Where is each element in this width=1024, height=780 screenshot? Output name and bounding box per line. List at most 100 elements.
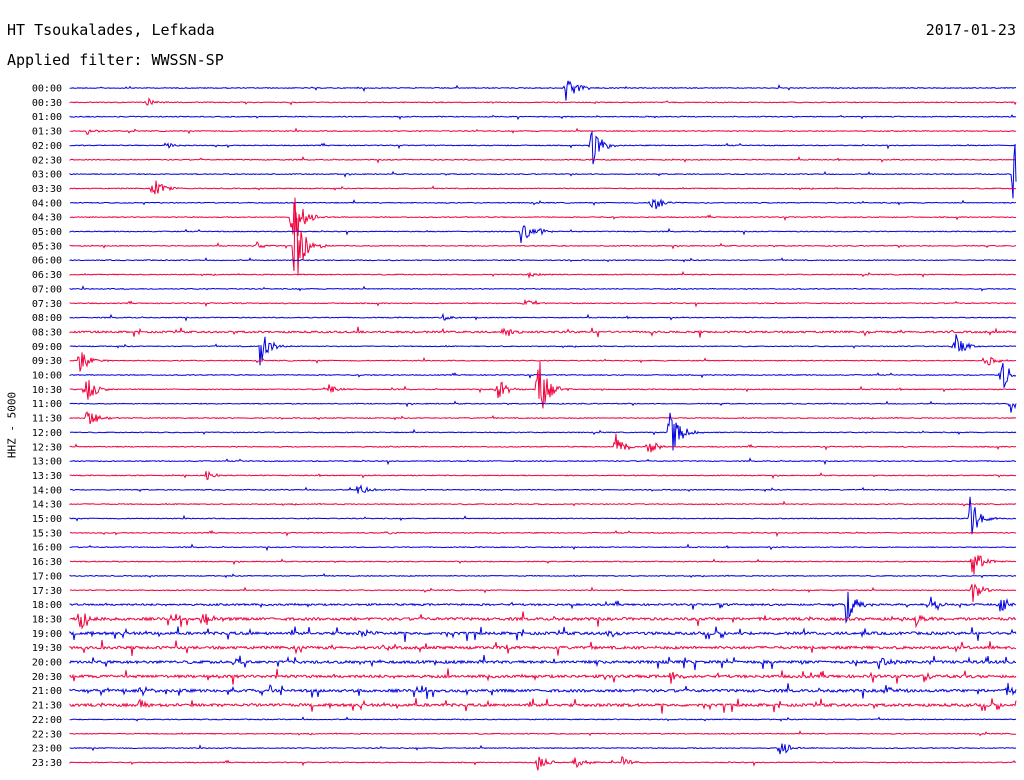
- trace-line: [69, 197, 1016, 275]
- trace-line: [69, 97, 1017, 106]
- time-tick-label: 18:00: [32, 600, 62, 611]
- time-tick-label: 04:30: [32, 213, 62, 224]
- trace-line: [69, 130, 1017, 165]
- trace-line: [69, 412, 1017, 451]
- trace-line: [69, 144, 1017, 199]
- trace-line: [69, 433, 1017, 453]
- time-tick-label: 12:30: [32, 442, 62, 453]
- time-tick-label: 17:00: [32, 571, 62, 582]
- trace-line: [69, 683, 1017, 699]
- time-tick-label: 05:30: [32, 241, 62, 252]
- time-tick-label: 06:30: [32, 270, 62, 281]
- trace-line: [69, 654, 1016, 671]
- time-tick-label: 16:00: [32, 543, 62, 554]
- time-tick-label: 22:30: [32, 729, 62, 740]
- trace-line: [69, 500, 1017, 507]
- trace-line: [69, 743, 1017, 755]
- time-tick-label: 06:00: [32, 256, 62, 267]
- trace-line: [69, 362, 1017, 388]
- trace-line: [69, 80, 1017, 101]
- time-tick-label: 19:30: [32, 643, 62, 654]
- time-tick-label: 10:30: [32, 385, 62, 396]
- trace-line: [69, 639, 1017, 656]
- trace-line: [69, 543, 1017, 552]
- trace-line: [69, 361, 1016, 409]
- time-tick-label: 23:30: [32, 758, 62, 769]
- time-tick-label: 11:30: [32, 414, 62, 425]
- trace-line: [69, 611, 1017, 630]
- station-title: HT Tsoukalades, Lefkada: [7, 21, 215, 39]
- time-tick-label: 17:30: [32, 586, 62, 597]
- trace-line: [69, 202, 1017, 237]
- time-tick-label: 09:00: [32, 342, 62, 353]
- time-tick-label: 05:00: [32, 227, 62, 238]
- time-tick-label: 00:30: [32, 98, 62, 109]
- trace-line: [69, 572, 1017, 579]
- trace-line: [69, 198, 1017, 210]
- trace-line: [69, 285, 1016, 292]
- trace-line: [69, 730, 1016, 737]
- trace-line: [69, 411, 1017, 425]
- time-tick-label: 22:00: [32, 715, 62, 726]
- trace-line: [69, 470, 1017, 480]
- trace-line: [69, 257, 1017, 263]
- time-tick-label: 03:30: [32, 184, 62, 195]
- trace-line: [69, 457, 1017, 466]
- trace-line: [69, 400, 1017, 413]
- time-tick-label: 20:30: [32, 672, 62, 683]
- time-tick-label: 08:30: [32, 327, 62, 338]
- time-tick-label: 21:00: [32, 686, 62, 697]
- trace-line: [69, 529, 1017, 538]
- trace-line: [69, 352, 1017, 372]
- time-tick-label: 23:00: [32, 744, 62, 755]
- time-tick-label: 00:00: [32, 84, 62, 95]
- time-tick-label: 11:00: [32, 399, 62, 410]
- trace-line: [69, 626, 1017, 643]
- time-tick-label: 18:30: [32, 614, 62, 625]
- time-tick-label: 09:30: [32, 356, 62, 367]
- time-tick-label: 10:00: [32, 371, 62, 382]
- trace-line: [69, 334, 1017, 366]
- trace-line: [69, 298, 1017, 308]
- time-tick-label: 07:00: [32, 284, 62, 295]
- trace-line: [69, 155, 1017, 164]
- time-tick-label: 15:00: [32, 514, 62, 525]
- trace-line: [69, 591, 1017, 624]
- time-tick-label: 16:30: [32, 557, 62, 568]
- time-tick-label: 08:00: [32, 313, 62, 324]
- trace-line: [69, 127, 1017, 135]
- time-tick-label: 03:00: [32, 170, 62, 181]
- time-tick-label: 13:00: [32, 457, 62, 468]
- trace-line: [69, 555, 1017, 575]
- trace-line: [69, 270, 1016, 280]
- trace-line: [69, 698, 1017, 714]
- trace-line: [69, 224, 1017, 243]
- trace-line: [69, 484, 1017, 494]
- trace-line: [69, 326, 1017, 338]
- time-tick-label: 01:30: [32, 127, 62, 138]
- trace-line: [69, 668, 1017, 685]
- time-tick-label: 15:30: [32, 528, 62, 539]
- time-tick-label: 02:00: [32, 141, 62, 152]
- trace-line: [69, 312, 1017, 322]
- trace-line: [69, 755, 1017, 771]
- time-tick-label: 01:00: [32, 112, 62, 123]
- time-tick-label: 14:30: [32, 500, 62, 511]
- time-tick-label: 13:30: [32, 471, 62, 482]
- time-tick-label: 21:30: [32, 701, 62, 712]
- filter-label: Applied filter: WWSSN-SP: [7, 51, 224, 69]
- date-label: 2017-01-23: [925, 21, 1016, 39]
- time-tick-label: 04:00: [32, 198, 62, 209]
- trace-line: [69, 496, 1017, 535]
- trace-line: [69, 114, 1017, 121]
- trace-line: [69, 180, 1016, 195]
- trace-line: [69, 716, 1017, 722]
- time-tick-label: 07:30: [32, 299, 62, 310]
- time-tick-label: 12:00: [32, 428, 62, 439]
- trace-line: [69, 583, 1017, 602]
- time-tick-label: 20:00: [32, 658, 62, 669]
- time-tick-label: 19:00: [32, 629, 62, 640]
- time-tick-label: 02:30: [32, 155, 62, 166]
- time-tick-label: 14:00: [32, 485, 62, 496]
